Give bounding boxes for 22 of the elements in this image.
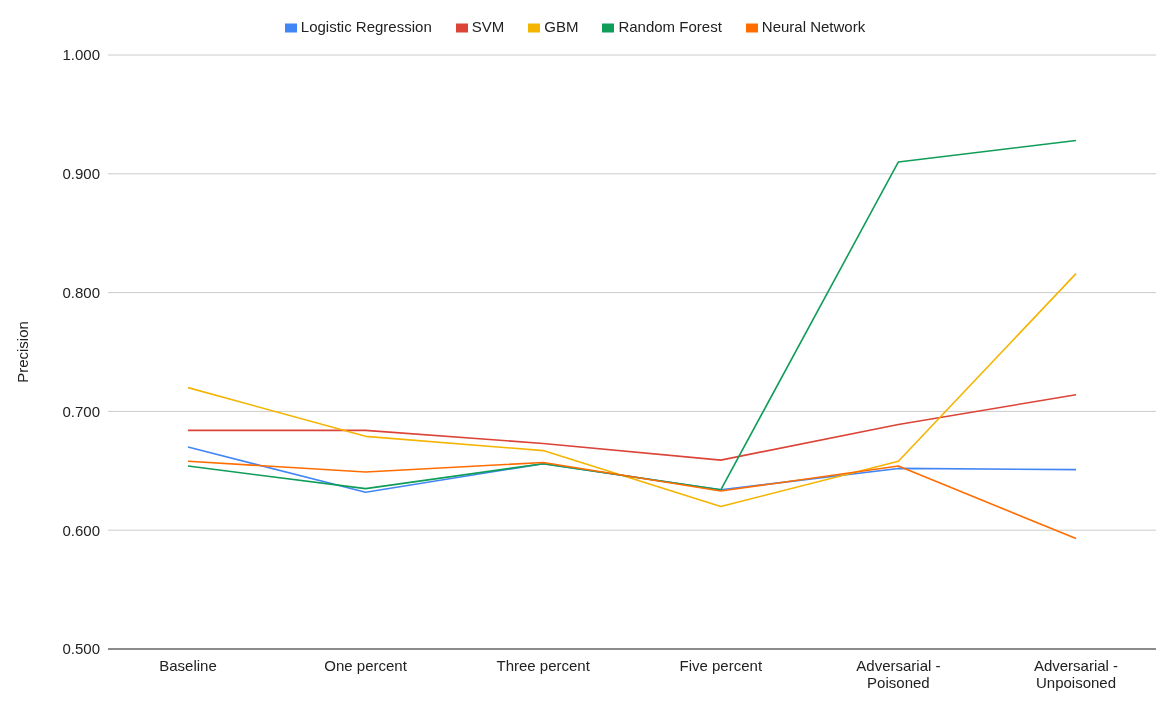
legend-label: SVM — [471, 18, 505, 35]
line-series — [187, 460, 1077, 540]
legend-label: Neural Network — [761, 18, 866, 35]
y-tick-label: 0.600 — [62, 521, 100, 539]
x-tick-label: Adversarial - Unpoisoned — [1033, 657, 1119, 691]
y-tick-label: 0.800 — [62, 283, 100, 301]
legend-label: GBM — [544, 18, 579, 35]
x-tick-label: Five percent — [679, 657, 763, 674]
line-series — [187, 393, 1077, 461]
y-tick-label: 0.700 — [62, 402, 100, 420]
x-tick-label: Adversarial - Poisoned — [856, 657, 941, 691]
x-tick-label: Baseline — [159, 657, 217, 674]
legend-label: Logistic Regression — [300, 18, 432, 35]
line-series — [187, 272, 1077, 508]
x-tick-label: Three percent — [496, 657, 591, 674]
x-tick-label: One percent — [324, 657, 408, 674]
y-tick-label: 0.900 — [62, 165, 100, 183]
legend-label: Random Forest — [618, 18, 722, 35]
line-series — [187, 139, 1077, 491]
y-tick-label: 0.500 — [62, 640, 100, 658]
y-tick-label: 1.000 — [62, 46, 100, 64]
y-axis-title: Precision — [14, 321, 32, 383]
